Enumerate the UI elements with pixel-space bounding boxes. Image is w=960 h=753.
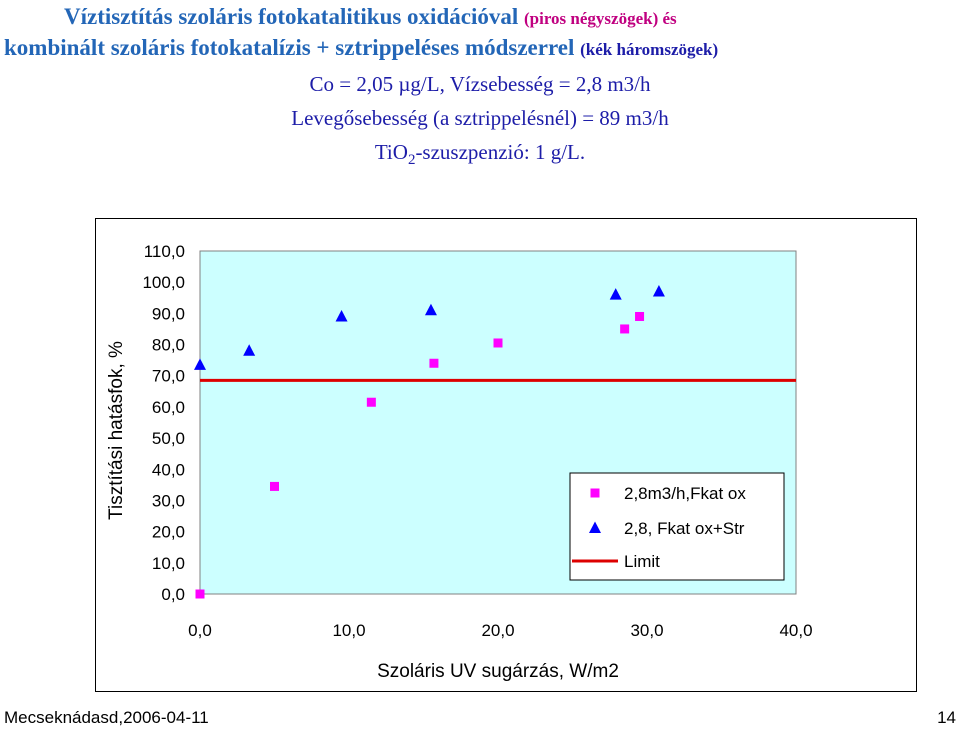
x-tick-label: 10,0 [332,621,365,640]
x-axis-ticks: 0,0 10,0 20,0 30,0 40,0 [188,621,812,640]
data-point-square [270,481,279,491]
legend-label: 2,8, Fkat ox+Str [624,519,745,538]
y-tick-label: 10,0 [152,554,185,573]
title-line-2: kombinált szoláris fotokatalízis + sztri… [4,35,718,61]
data-point-square [493,338,503,348]
legend-label: Limit [624,552,660,571]
y-tick-label: 50,0 [152,429,185,448]
y-tick-label: 60,0 [152,398,185,417]
x-tick-label: 40,0 [779,621,812,640]
y-tick-label: 30,0 [152,491,185,510]
data-point-triangle [609,288,622,300]
title-line-1-note: (piros négyszögek) és [523,9,677,28]
title-line-2-text: kombinált szoláris fotokatalízis + sztri… [4,35,575,60]
y-tick-label: 70,0 [152,367,185,386]
title-line-2-note: (kék háromszögek) [580,40,719,59]
y-tick-label: 100,0 [142,273,185,292]
conditions-line-3-a: TiO [374,140,408,164]
y-axis-ticks: 0,0 10,0 20,0 30,0 40,0 50,0 60,0 70,0 80,0 90,0 1… [142,242,185,604]
conditions-line-1: Co = 2,05 µg/L, Vízsebesség = 2,8 m3/h [309,72,651,96]
data-point-triangle [243,344,256,356]
y-tick-label: 110,0 [144,242,185,261]
conditions-line-3-b: -szuszpenzió: 1 g/L. [415,140,586,164]
x-axis-label: Szoláris UV sugárzás, W/m2 [377,661,619,682]
data-point-square [195,589,205,599]
chart-frame: 0,0 10,0 20,0 30,0 40,0 50,0 60,0 70,0 80,0 90,0 1… [95,218,917,692]
conditions-line-2: Levegősebesség (a sztrippelésnél) = 89 m… [291,106,669,130]
y-tick-label: 20,0 [152,523,185,542]
legend-label: 2,8m3/h,Fkat ox [624,484,746,503]
data-point-square [620,324,630,334]
slide-number: 14 [937,708,956,727]
legend: 2,8m3/h,Fkat ox 2,8, Fkat ox+Str Limit [569,472,785,581]
y-axis-label: Tisztítási hatásfok, % [106,341,127,520]
conditions-line-3-sub: 2 [407,152,416,168]
y-tick-label: 0,0 [161,585,185,604]
data-point-triangle [424,303,437,316]
conditions-line-3: TiO2-szuszpenzió: 1 g/L. [0,140,960,169]
title-line-1-text: Víztisztítás szoláris fotokatalitikus ox… [64,4,519,29]
legend-marker-square [590,488,600,498]
footer-location-date: Mecseknádasd,2006-04-11 [4,708,209,727]
x-tick-label: 0,0 [188,621,212,640]
legend-marker-triangle [589,521,601,533]
x-tick-label: 30,0 [630,621,663,640]
y-tick-label: 90,0 [152,304,185,323]
data-points [194,285,665,599]
scatter-chart: 0,0 10,0 20,0 30,0 40,0 50,0 60,0 70,0 80,0 90,0 1… [106,242,813,682]
x-tick-label: 20,0 [481,621,514,640]
data-point-triangle [194,358,206,370]
data-point-square [429,358,439,368]
y-tick-label: 80,0 [152,336,185,355]
y-tick-label: 40,0 [152,460,185,479]
title-line-1: Víztisztítás szoláris fotokatalitikus ox… [64,4,677,30]
data-point-triangle [652,285,665,297]
data-point-triangle [335,309,348,322]
data-point-square [635,311,645,321]
data-point-square [366,397,376,407]
